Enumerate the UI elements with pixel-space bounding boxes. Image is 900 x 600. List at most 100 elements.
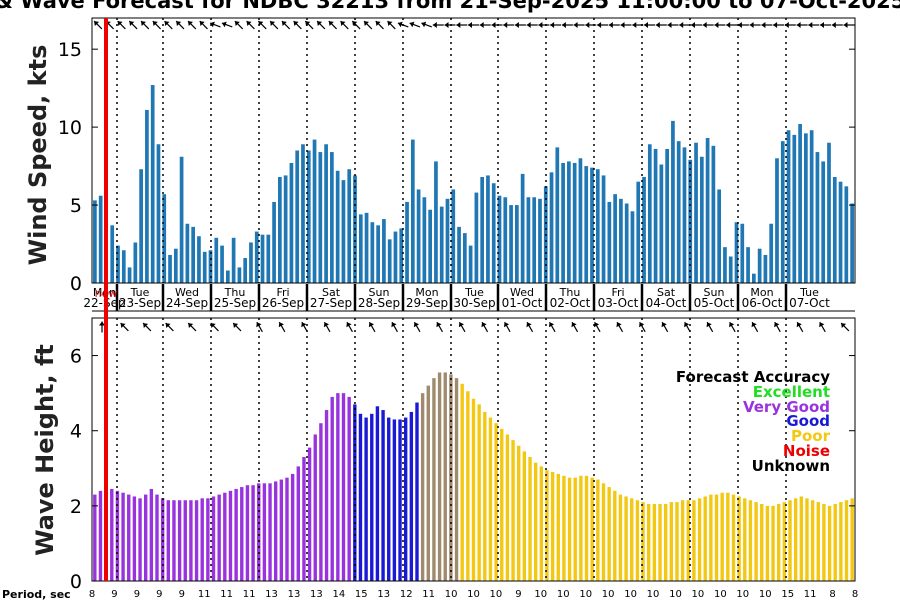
wave-bar (827, 505, 832, 581)
wave-bar (528, 457, 532, 581)
arrow-head (773, 22, 778, 28)
wave-bar (415, 402, 419, 581)
wind-bar (370, 222, 375, 283)
wind-bar (150, 85, 155, 283)
day-name-label: Thu (559, 286, 581, 299)
wind-bar (295, 150, 300, 283)
wave-bar (98, 490, 103, 581)
day-date-label: 25-Sep (214, 296, 256, 310)
arrow-head (421, 21, 427, 28)
wave-bar (692, 500, 696, 581)
wave-bar (387, 417, 391, 581)
day-name-label: Fri (276, 286, 289, 299)
wave-bar (686, 500, 690, 581)
wave-bar (714, 494, 719, 581)
wind-bar (561, 162, 565, 283)
day-date-label: 01-Oct (502, 296, 543, 310)
wind-bar (584, 166, 589, 283)
arrow-head (820, 22, 824, 28)
wind-direction-arrow (749, 22, 761, 28)
wind-bar (792, 134, 797, 283)
period-label: 11 (243, 589, 256, 600)
wave-bar (703, 496, 707, 581)
arrow-head (503, 22, 508, 28)
wave-direction-arrow (616, 321, 624, 333)
wave-direction-arrow (232, 322, 242, 332)
wind-direction-arrow (644, 22, 655, 28)
wave-bar (409, 411, 414, 581)
wind-bar (231, 237, 236, 283)
wave-bar (652, 503, 657, 581)
period-label: 8 (89, 589, 95, 600)
wave-direction-arrow (661, 321, 669, 333)
wind-bar (775, 158, 779, 283)
wind-bar (110, 225, 115, 283)
wave-bar (313, 434, 317, 581)
wave-bar (556, 473, 560, 581)
wind-direction-arrow (550, 22, 562, 28)
arrow-head (632, 22, 637, 28)
arrow-head (841, 323, 847, 329)
wind-direction-arrow (246, 20, 255, 30)
wind-bar (162, 194, 167, 283)
wave-bar (731, 494, 736, 581)
wind-bar (682, 147, 687, 283)
wind-direction-arrow (175, 20, 185, 30)
wind-bar (838, 181, 843, 283)
arrow-head (796, 322, 802, 328)
wind-bar (763, 254, 768, 283)
legend-item-unknown: Unknown (752, 457, 830, 475)
wave-direction-arrow (165, 322, 174, 332)
period-label: 9 (515, 589, 521, 600)
wave-bar (641, 502, 645, 581)
wind-direction-arrow (456, 22, 468, 28)
wind-bar (694, 142, 698, 283)
day-date-label: 30-Sep (453, 296, 495, 310)
wave-y-tick-label: 4 (70, 421, 82, 443)
day-name-label: Wed (175, 286, 199, 299)
arrow-head (391, 322, 397, 328)
arrow-head (503, 322, 510, 328)
arrow-head (352, 21, 358, 27)
wind-bar (121, 250, 126, 283)
wave-bar (816, 502, 820, 581)
wave-direction-arrow (142, 322, 152, 332)
wave-bar (630, 498, 634, 581)
wave-bar (347, 396, 351, 581)
wind-direction-arrow (328, 20, 338, 30)
wind-direction-arrow (444, 22, 456, 28)
wave-direction-arrow (503, 321, 511, 333)
wind-bar (434, 161, 438, 283)
wind-direction-arrow (164, 20, 173, 30)
arrow-head (796, 22, 801, 28)
wave-bar (573, 477, 577, 581)
wave-bar (358, 413, 363, 581)
arrow-head (726, 22, 731, 28)
wind-bar (347, 169, 352, 283)
wave-bar (579, 475, 583, 581)
wave-bar (177, 500, 182, 581)
wave-bar (737, 496, 741, 581)
wind-bar (821, 161, 826, 283)
wind-bar (93, 200, 97, 283)
period-label: 12 (400, 589, 413, 600)
period-label: 8 (829, 589, 835, 600)
arrow-head (301, 322, 307, 328)
wave-direction-arrow (301, 321, 308, 333)
wave-bar (567, 477, 572, 581)
wind-bar (335, 170, 340, 283)
wind-bar (208, 250, 213, 283)
wind-bar (324, 144, 328, 283)
arrow-head (364, 21, 369, 27)
wind-bar (844, 186, 849, 283)
wave-bar (381, 410, 385, 581)
wind-bar (173, 248, 178, 283)
now-label: now (95, 287, 118, 300)
wind-bar (191, 226, 196, 283)
wave-bar (426, 385, 430, 581)
day-date-label: 06-Oct (742, 296, 783, 310)
arrow-head (729, 322, 735, 328)
wave-bar (799, 496, 803, 581)
wave-bar (760, 503, 764, 581)
wind-direction-arrow (117, 20, 126, 30)
